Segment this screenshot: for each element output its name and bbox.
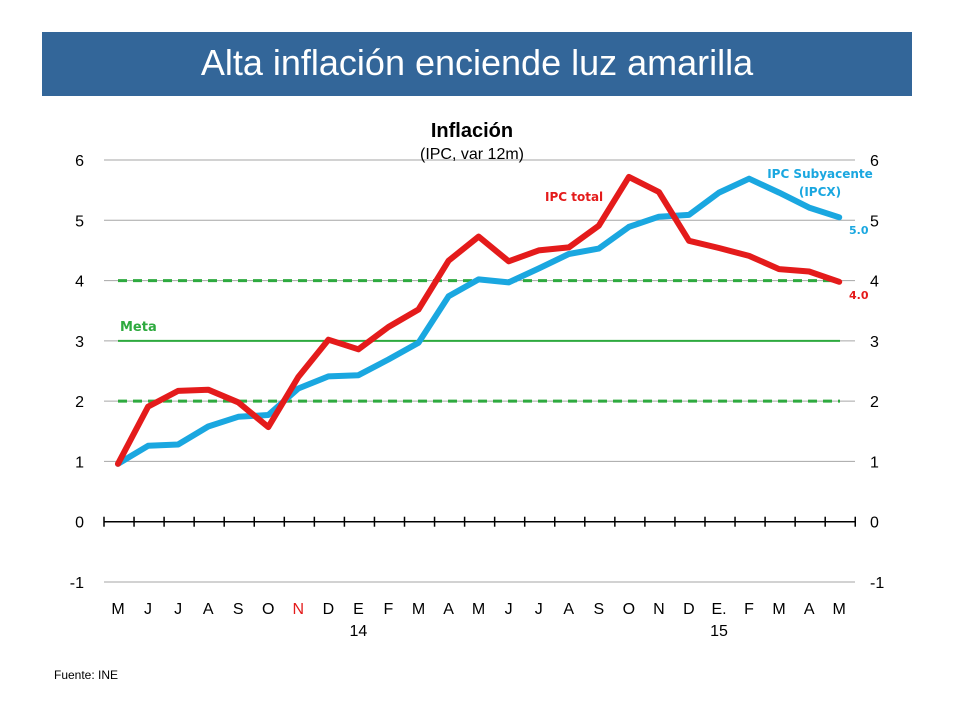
x-tick-label: A	[563, 601, 574, 618]
x-tick-label: A	[443, 601, 454, 618]
y-tick-label-left: 6	[75, 153, 84, 170]
y-tick-label-left: 5	[75, 213, 84, 230]
x-tick-label: F	[744, 601, 754, 618]
y-tick-label-right: 0	[870, 515, 879, 532]
y-tick-label-right: 5	[870, 213, 879, 230]
y-tick-label-right: 1	[870, 454, 879, 471]
x-tick-label: S	[233, 601, 244, 618]
series-label-ipc-total: IPC total	[545, 190, 603, 204]
x-tick-label: S	[593, 601, 604, 618]
y-tick-label-left: 3	[75, 334, 84, 351]
x-tick-label: O	[623, 601, 635, 618]
x-tick-label: N	[293, 601, 305, 618]
target-label: Meta	[120, 320, 157, 335]
series-label-ipcx: IPC Subyacente	[767, 167, 873, 181]
y-tick-label-left: -1	[70, 575, 84, 592]
y-tick-label-right: 4	[870, 274, 879, 291]
y-tick-label-right: 2	[870, 394, 879, 411]
x-tick-label: E	[353, 601, 364, 618]
x-tick-label: M	[472, 601, 485, 618]
x-tick-label: N	[653, 601, 665, 618]
y-tick-label-right: -1	[870, 575, 884, 592]
y-tick-label-left: 2	[75, 394, 84, 411]
series-line-ipcx	[115, 175, 843, 467]
x-year-label: 15	[710, 623, 728, 640]
page-title: Alta inflación enciende luz amarilla	[200, 42, 754, 83]
x-tick-label: D	[323, 601, 335, 618]
end-value-label-ipcx: 5.0	[849, 224, 869, 237]
x-tick-label: M	[412, 601, 425, 618]
x-tick-label: M	[772, 601, 785, 618]
x-tick-label: E.	[711, 601, 726, 618]
x-tick-label: J	[174, 601, 182, 618]
chart-title: Inflación	[431, 120, 513, 142]
series-label-ipcx: (IPCX)	[799, 185, 841, 199]
x-year-label: 14	[350, 623, 368, 640]
y-tick-label-right: 6	[870, 153, 879, 170]
source-note: Fuente: INE	[54, 668, 119, 682]
y-tick-label-left: 4	[75, 274, 84, 291]
x-tick-label: O	[262, 601, 274, 618]
y-tick-label-left: 1	[75, 454, 84, 471]
x-tick-label: A	[203, 601, 214, 618]
x-tick-label: D	[683, 601, 695, 618]
end-value-label-ipc-total: 4.0	[849, 289, 869, 302]
x-tick-label: M	[833, 601, 846, 618]
x-tick-label: A	[804, 601, 815, 618]
title-banner: Alta inflación enciende luz amarilla	[42, 32, 912, 96]
y-tick-label-right: 3	[870, 334, 879, 351]
x-tick-label: F	[384, 601, 394, 618]
series-line-ipc-total	[115, 173, 843, 467]
chart-subtitle: (IPC, var 12m)	[420, 146, 524, 163]
x-tick-label: M	[111, 601, 124, 618]
x-tick-label: J	[144, 601, 152, 618]
x-tick-label: J	[535, 601, 543, 618]
y-tick-label-left: 0	[75, 515, 84, 532]
x-tick-label: J	[505, 601, 513, 618]
